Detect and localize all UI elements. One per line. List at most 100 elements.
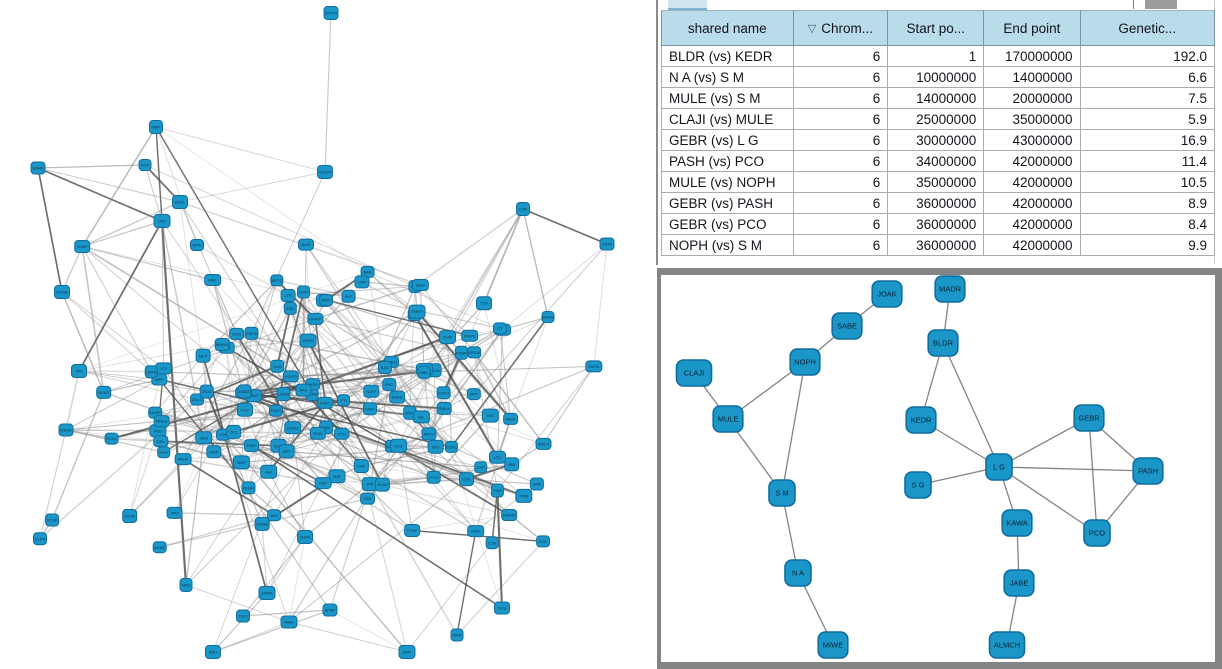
network-node[interactable]: LWK (353, 459, 369, 473)
network-node[interactable]: BUIE (298, 238, 314, 251)
network-node[interactable]: TTP (476, 296, 492, 311)
network-node[interactable]: URK (153, 214, 171, 228)
column-header-genetic[interactable]: Genetic... (1079, 10, 1216, 46)
network-node[interactable]: LWFB (144, 365, 158, 379)
node-PCO[interactable]: PCO (1083, 519, 1111, 547)
node-GEBR[interactable]: GEBR (1073, 404, 1105, 432)
network-node[interactable]: GOL (536, 535, 551, 548)
column-header-sharedname[interactable]: shared name (661, 10, 794, 46)
network-node[interactable]: CPP (474, 461, 488, 474)
network-node[interactable]: MRTO (270, 274, 284, 287)
network-node[interactable]: NJMP (74, 240, 91, 253)
network-node[interactable]: FMKF (408, 304, 426, 319)
table-row[interactable]: GEBR (vs) L G 6 30000000 43000000 16.9 (661, 129, 1216, 151)
network-node[interactable]: IGWK (297, 530, 313, 544)
network-node[interactable]: JPM (166, 506, 183, 519)
network-node[interactable]: IAM (267, 509, 282, 522)
network-node[interactable]: GHNB (254, 516, 270, 531)
network-node[interactable]: OJE (459, 472, 474, 487)
column-header-startpo[interactable]: Start po... (887, 10, 985, 46)
network-node[interactable]: NJAF (363, 384, 380, 398)
table-row[interactable]: NOPH (vs) S M 6 36000000 42000000 9.9 (661, 234, 1216, 256)
network-node[interactable]: BDO (411, 279, 429, 291)
table-row[interactable]: N A (vs) S M 6 10000000 14000000 6.6 (661, 66, 1216, 88)
network-node[interactable]: DUS (494, 601, 510, 615)
network-node[interactable]: AUBE (152, 541, 167, 554)
network-node[interactable]: GIL (412, 410, 430, 424)
network-node[interactable]: RIB (504, 457, 520, 472)
network-node[interactable]: EREM (467, 346, 482, 359)
network-node[interactable]: IPR (71, 364, 87, 378)
node-PASH[interactable]: PASH (1132, 457, 1164, 485)
network-node[interactable]: IOMS (599, 237, 615, 251)
network-node[interactable]: ITT (493, 322, 507, 335)
network-node[interactable]: PTI (337, 394, 350, 407)
network-node[interactable]: CKO (236, 609, 250, 623)
network-node[interactable]: DUG (270, 359, 285, 373)
network-node[interactable]: JBMT (319, 294, 334, 307)
network-node[interactable]: DMAT (237, 384, 252, 399)
network-node[interactable]: PAUP (174, 453, 192, 466)
network-node[interactable]: EAC (377, 361, 392, 374)
table-row[interactable]: MULE (vs) NOPH 6 35000000 42000000 10.5 (661, 171, 1216, 193)
network-node[interactable]: JKM (195, 431, 213, 445)
network-node[interactable]: CMTB (244, 326, 259, 340)
network-node[interactable]: CHFO (436, 386, 451, 400)
network-node[interactable]: AFD (295, 383, 312, 397)
network-node[interactable]: KBD (283, 301, 297, 315)
node-MADR[interactable]: MADR (934, 275, 966, 303)
node-ALMCH[interactable]: ALMCH (988, 631, 1026, 659)
node-SM[interactable]: S M (768, 479, 796, 507)
table-row[interactable]: MULE (vs) S M 6 14000000 20000000 7.5 (661, 87, 1216, 109)
network-node[interactable]: DMP (206, 445, 222, 459)
network-node[interactable]: PNSB (54, 285, 70, 299)
network-node[interactable]: ECKL (444, 440, 458, 453)
network-node[interactable]: DOP (138, 159, 152, 171)
node-BLDR[interactable]: BLDR (927, 329, 959, 357)
network-node[interactable]: FUO (157, 446, 171, 459)
network-node[interactable]: FDKC (268, 404, 283, 417)
network-node[interactable]: DIKF (244, 439, 259, 453)
table-row[interactable]: CLAJI (vs) MULE 6 25000000 35000000 5.9 (661, 108, 1216, 130)
network-node[interactable]: RWRP (307, 312, 324, 325)
network-node[interactable]: LTR (280, 289, 296, 302)
node-NA[interactable]: N A (784, 559, 812, 587)
network-node[interactable]: RJGH (299, 333, 317, 348)
node-MULE[interactable]: MULE (712, 405, 744, 433)
network-node[interactable]: ROPE (461, 329, 479, 342)
network-node[interactable]: FHBK (454, 345, 468, 360)
network-node[interactable]: LNP (354, 275, 370, 289)
table-row[interactable]: GEBR (vs) PASH 6 36000000 42000000 8.9 (661, 192, 1216, 214)
network-node[interactable]: TLO (390, 438, 408, 453)
network-node[interactable]: LTCC (426, 470, 441, 484)
network-node[interactable]: MDU (403, 405, 417, 420)
network-node[interactable]: NBC (417, 365, 431, 379)
network-node[interactable]: TWR (515, 488, 533, 503)
network-node[interactable]: MFP (195, 348, 211, 363)
node-MIWE[interactable]: MIWE (817, 631, 849, 659)
large-network-canvas[interactable]: WHTS OGGR MMF GAMK DOP KUUL URK WPH PNSB IPR WDNE I… (0, 0, 655, 669)
network-node[interactable]: RROJ (421, 427, 437, 441)
network-node[interactable]: FEP (314, 477, 332, 490)
network-node[interactable]: DJM (516, 202, 530, 216)
network-node[interactable]: MPO (297, 285, 310, 299)
network-node[interactable]: EMO (363, 402, 377, 416)
node-JOAK[interactable]: JOAK (871, 280, 903, 308)
node-SABE[interactable]: SABE (831, 312, 863, 340)
node-KEDR[interactable]: KEDR (905, 406, 937, 434)
network-node[interactable]: MMF (149, 120, 163, 134)
network-node[interactable]: NKD (179, 578, 193, 592)
network-node[interactable]: JHG (481, 408, 499, 423)
network-node[interactable]: UJEN (276, 387, 291, 402)
network-node[interactable]: BJP (328, 469, 346, 484)
network-node[interactable]: PMT (466, 388, 481, 401)
network-node[interactable]: OIKR (450, 628, 464, 642)
network-node[interactable]: KUUL (172, 195, 188, 209)
network-node[interactable]: WDNE (58, 423, 74, 437)
network-node[interactable]: GEL (153, 435, 169, 448)
network-node[interactable]: ADME (258, 586, 276, 600)
node-KAWA[interactable]: KAWA (1001, 509, 1033, 537)
table-row[interactable]: GEBR (vs) PCO 6 36000000 42000000 8.4 (661, 213, 1216, 235)
network-node[interactable]: OGGR (317, 165, 333, 179)
network-node[interactable]: MKE (204, 274, 222, 286)
